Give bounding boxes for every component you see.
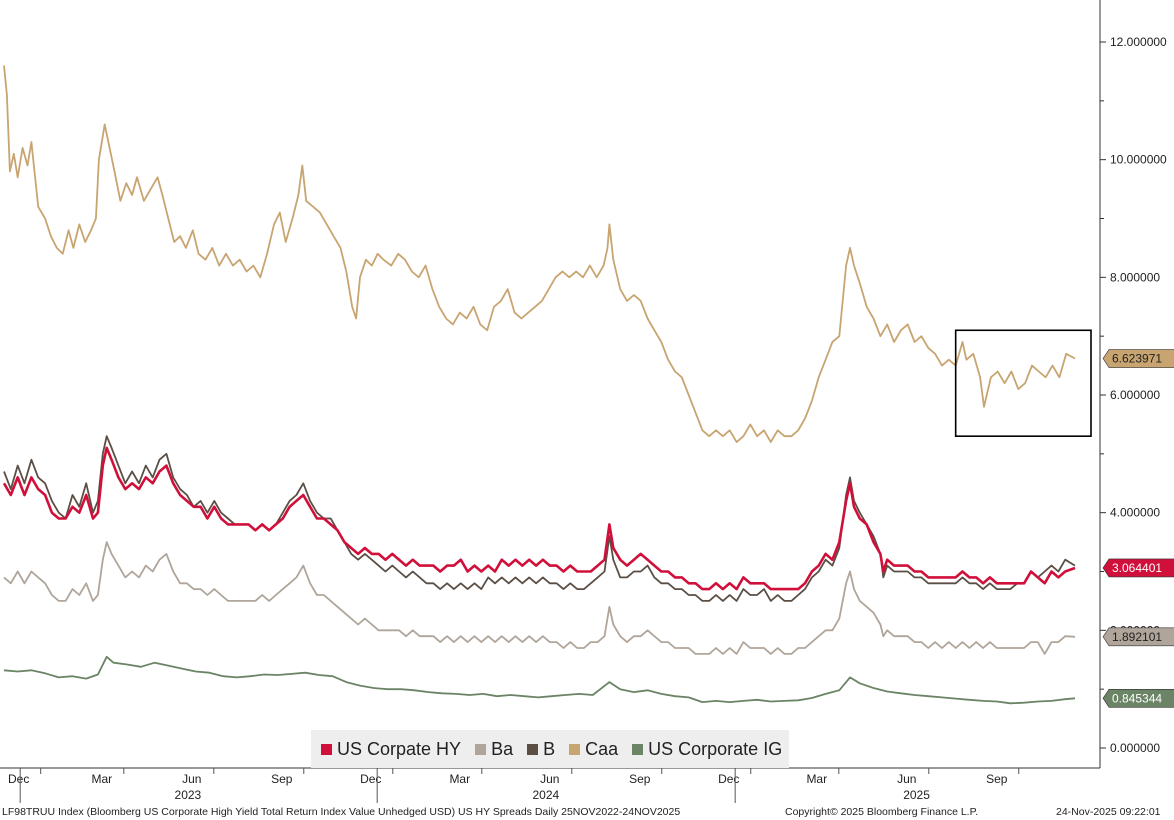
x-month-label: Jun bbox=[540, 772, 559, 786]
x-month-label: Dec bbox=[8, 772, 29, 786]
footer-source: LF98TRUU Index (Bloomberg US Corporate H… bbox=[2, 806, 681, 818]
legend-label: Caa bbox=[585, 738, 619, 759]
legend-item-ba: Ba bbox=[475, 739, 513, 760]
y-tick-label: 8.000000 bbox=[1110, 270, 1160, 284]
series-lines bbox=[2, 65, 1076, 705]
series-line-us-corpate-hy bbox=[2, 446, 1076, 591]
legend-label: Ba bbox=[491, 738, 514, 759]
legend-swatch bbox=[569, 743, 581, 755]
legend-item-b: B bbox=[527, 739, 555, 760]
y-tick-label: 0.000000 bbox=[1110, 741, 1160, 755]
x-month-label: Mar bbox=[806, 772, 827, 786]
x-month-label: Jun bbox=[897, 772, 916, 786]
series-line-ba bbox=[3, 541, 1076, 655]
x-month-label: Dec bbox=[718, 772, 739, 786]
series-line-b bbox=[3, 435, 1076, 602]
series-line-caa bbox=[3, 65, 1076, 443]
legend-swatch bbox=[632, 743, 644, 755]
legend-item-us-corporate-ig: US Corporate IG bbox=[632, 739, 782, 760]
x-year-label: 2024 bbox=[533, 788, 560, 802]
x-month-label: Jun bbox=[182, 772, 201, 786]
last-value-badge bbox=[1102, 349, 1174, 368]
last-value-badge bbox=[1102, 688, 1174, 708]
legend: US Corpate HY Ba B Caa US Corporate IG bbox=[311, 730, 789, 768]
last-value-label: 0.845344 bbox=[1112, 691, 1162, 705]
x-month-label: Mar bbox=[91, 772, 112, 786]
legend-item-caa: Caa bbox=[569, 739, 618, 760]
last-value-badge bbox=[1102, 627, 1174, 647]
last-value-label: 3.064401 bbox=[1112, 561, 1162, 575]
highlight-rect bbox=[954, 329, 1092, 437]
legend-swatch bbox=[475, 743, 487, 755]
footer-timestamp: 24-Nov-2025 09:22:01 bbox=[1056, 806, 1161, 818]
x-month-label: Dec bbox=[360, 772, 381, 786]
last-value-badge bbox=[1102, 558, 1174, 578]
y-tick-label: 4.000000 bbox=[1110, 506, 1160, 520]
x-year-label: 2023 bbox=[175, 788, 202, 802]
x-month-label: Sep bbox=[629, 772, 651, 786]
legend-label: US Corporate IG bbox=[648, 738, 783, 759]
last-value-label: 6.623971 bbox=[1112, 352, 1162, 366]
x-month-label: Sep bbox=[986, 772, 1008, 786]
y-tick-label: 10.000000 bbox=[1110, 153, 1167, 167]
legend-label: B bbox=[543, 738, 556, 759]
series-line-us-corporate-ig bbox=[3, 655, 1076, 705]
y-tick-label: 6.000000 bbox=[1110, 388, 1160, 402]
last-value-labels: 6.623971 3.064401 1.892101 0.845344 bbox=[1102, 349, 1174, 708]
last-value-label: 1.892101 bbox=[1112, 630, 1162, 644]
legend-swatch bbox=[321, 743, 332, 755]
highlight-box bbox=[954, 329, 1092, 437]
footer-copyright: Copyright© 2025 Bloomberg Finance L.P. bbox=[785, 806, 979, 818]
legend-item-us-corpate-hy: US Corpate HY bbox=[321, 739, 461, 760]
y-tick-label: 12.000000 bbox=[1110, 35, 1167, 49]
axes: 12.000000 10.000000 8.000000 6.000000 4.0000… bbox=[0, 0, 1167, 803]
legend-swatch bbox=[527, 743, 539, 755]
x-month-label: Mar bbox=[449, 772, 470, 786]
x-month-label: Sep bbox=[271, 772, 293, 786]
legend-label: US Corpate HY bbox=[337, 738, 462, 759]
x-year-label: 2025 bbox=[903, 788, 930, 802]
